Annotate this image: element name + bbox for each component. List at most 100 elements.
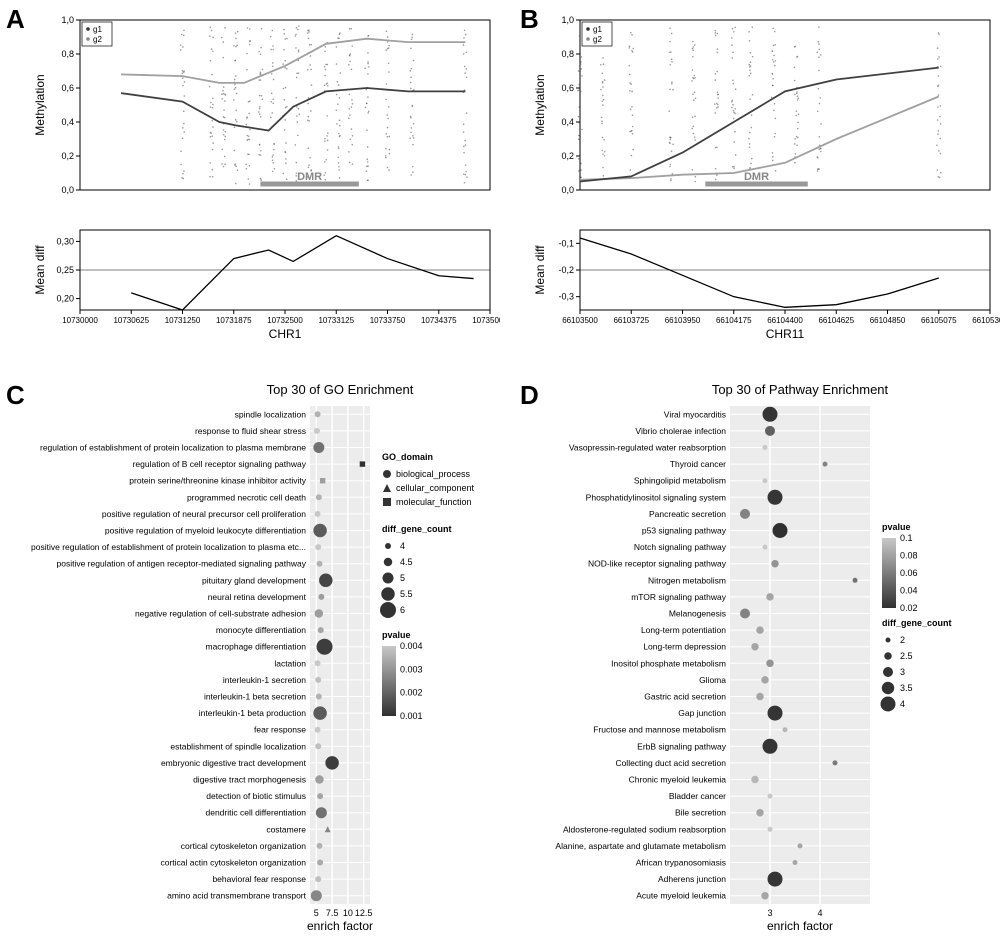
svg-text:NOD-like receptor signaling pa: NOD-like receptor signaling pathway	[588, 559, 727, 569]
svg-text:5.5: 5.5	[400, 589, 413, 599]
svg-text:Aldosterone-regulated sodium r: Aldosterone-regulated sodium reabsorptio…	[563, 824, 726, 834]
svg-text:Fructose and mannose metabolis: Fructose and mannose metabolism	[593, 725, 726, 735]
svg-text:g1: g1	[93, 25, 102, 34]
svg-text:-0,1: -0,1	[558, 238, 574, 248]
svg-text:5: 5	[314, 908, 319, 918]
svg-text:amino acid transmembrane trans: amino acid transmembrane transport	[167, 891, 307, 901]
svg-text:Chronic myeloid leukemia: Chronic myeloid leukemia	[629, 775, 727, 785]
svg-text:Acute myeloid leukemia: Acute myeloid leukemia	[636, 891, 726, 901]
svg-text:10732500: 10732500	[267, 316, 303, 325]
svg-text:pituitary gland development: pituitary gland development	[202, 575, 307, 585]
svg-text:4: 4	[900, 699, 905, 709]
svg-text:regulation of B cell receptor: regulation of B cell receptor signaling …	[133, 459, 307, 469]
svg-text:Nitrogen metabolism: Nitrogen metabolism	[648, 575, 726, 585]
svg-text:Gap junction: Gap junction	[678, 708, 726, 718]
svg-text:-0,2: -0,2	[558, 265, 574, 275]
panel-c-chart: Top 30 of GO Enrichment 5 7.5 1012.5enrich …	[0, 380, 500, 940]
svg-text:5: 5	[400, 573, 405, 583]
svg-text:0.1: 0.1	[900, 533, 913, 543]
svg-text:12.5: 12.5	[355, 908, 373, 918]
svg-text:66105300: 66105300	[972, 316, 1000, 325]
svg-text:regulation of establishment of: regulation of establishment of protein l…	[40, 443, 306, 453]
svg-text:neural retina development: neural retina development	[208, 592, 307, 602]
svg-text:6: 6	[400, 605, 405, 615]
svg-text:4: 4	[400, 541, 405, 551]
svg-text:0,30: 0,30	[56, 236, 74, 246]
panel-d-chart: Top 30 of Pathway Enrichment34enrich fac…	[500, 380, 1000, 940]
svg-text:1,0: 1,0	[561, 15, 574, 25]
svg-text:-0,3: -0,3	[558, 292, 574, 302]
svg-text:enrich factor: enrich factor	[307, 919, 373, 933]
svg-text:0,20: 0,20	[56, 294, 74, 304]
svg-text:positive regulation of establi: positive regulation of establishment of …	[31, 542, 306, 552]
svg-text:10733125: 10733125	[318, 316, 354, 325]
svg-text:Collecting duct acid secretion: Collecting duct acid secretion	[615, 758, 726, 768]
svg-text:0,4: 0,4	[61, 117, 74, 127]
svg-text:Top 30 of Pathway Enrichment: Top 30 of Pathway Enrichment	[712, 382, 889, 397]
svg-text:g2: g2	[593, 35, 602, 44]
svg-text:protein serine/threonine kinas: protein serine/threonine kinase inhibito…	[129, 476, 306, 486]
svg-text:0,6: 0,6	[561, 83, 574, 93]
svg-text:GO_domain: GO_domain	[382, 452, 433, 462]
svg-text:lactation: lactation	[274, 658, 306, 668]
svg-text:pvalue: pvalue	[882, 522, 911, 532]
panel-b-chart: 0,00,20,40,60,81,0MethylationDMRg1g2-0,3…	[530, 10, 1000, 370]
svg-text:10735000: 10735000	[472, 316, 500, 325]
svg-text:10: 10	[343, 908, 353, 918]
svg-text:CHR11: CHR11	[766, 327, 805, 341]
svg-text:positive regulation of myeloid: positive regulation of myeloid leukocyte…	[105, 526, 306, 536]
svg-text:monocyte differentiation: monocyte differentiation	[216, 625, 306, 635]
svg-text:0.004: 0.004	[400, 641, 423, 651]
svg-text:0.08: 0.08	[900, 551, 918, 561]
svg-text:7.5: 7.5	[326, 908, 339, 918]
svg-text:Methylation: Methylation	[33, 74, 47, 135]
svg-text:biological_process: biological_process	[396, 469, 471, 479]
svg-text:0.06: 0.06	[900, 568, 918, 578]
svg-text:interleukin-1 beta production: interleukin-1 beta production	[199, 708, 307, 718]
svg-text:3.5: 3.5	[900, 683, 913, 693]
svg-text:diff_gene_count: diff_gene_count	[382, 524, 452, 534]
svg-text:66104175: 66104175	[716, 316, 752, 325]
svg-text:0.001: 0.001	[400, 711, 423, 721]
svg-text:interleukin-1 beta secretion: interleukin-1 beta secretion	[204, 692, 306, 702]
svg-text:DMR: DMR	[297, 171, 322, 183]
svg-text:mTOR signaling pathway: mTOR signaling pathway	[631, 592, 727, 602]
svg-text:Bladder cancer: Bladder cancer	[669, 791, 726, 801]
svg-text:pvalue: pvalue	[382, 630, 411, 640]
svg-text:2.5: 2.5	[900, 651, 913, 661]
svg-text:Top 30 of GO Enrichment: Top 30 of GO Enrichment	[267, 382, 414, 397]
svg-text:fear response: fear response	[254, 725, 306, 735]
svg-text:Bile secretion: Bile secretion	[675, 808, 726, 818]
svg-text:Methylation: Methylation	[533, 74, 547, 135]
svg-text:66104850: 66104850	[870, 316, 906, 325]
svg-text:Melanogenesis: Melanogenesis	[669, 609, 726, 619]
svg-text:ErbB signaling pathway: ErbB signaling pathway	[637, 741, 727, 751]
svg-text:Long-term depression: Long-term depression	[643, 642, 726, 652]
svg-text:4.5: 4.5	[400, 557, 413, 567]
svg-text:embryonic digestive tract deve: embryonic digestive tract development	[161, 758, 307, 768]
svg-text:detection of biotic stimulus: detection of biotic stimulus	[206, 791, 306, 801]
svg-text:digestive tract morphogenesis: digestive tract morphogenesis	[193, 775, 306, 785]
svg-text:0.003: 0.003	[400, 664, 423, 674]
svg-text:0.002: 0.002	[400, 688, 423, 698]
svg-text:dendritic cell differentiation: dendritic cell differentiation	[206, 808, 307, 818]
svg-text:molecular_function: molecular_function	[396, 497, 472, 507]
svg-text:establishment of spindle local: establishment of spindle localization	[170, 741, 306, 751]
svg-text:66104625: 66104625	[818, 316, 854, 325]
svg-text:g1: g1	[593, 25, 602, 34]
svg-text:p53 signaling pathway: p53 signaling pathway	[642, 526, 727, 536]
svg-text:10731250: 10731250	[165, 316, 201, 325]
svg-text:10733750: 10733750	[370, 316, 406, 325]
svg-text:0,0: 0,0	[561, 185, 574, 195]
svg-text:Thyroid cancer: Thyroid cancer	[670, 459, 726, 469]
svg-text:enrich factor: enrich factor	[767, 919, 833, 933]
svg-text:Notch signaling pathway: Notch signaling pathway	[634, 542, 727, 552]
svg-text:Inositol phosphate metabolism: Inositol phosphate metabolism	[611, 658, 726, 668]
svg-text:Sphingolipid metabolism: Sphingolipid metabolism	[634, 476, 726, 486]
svg-text:response to fluid shear stress: response to fluid shear stress	[195, 426, 306, 436]
svg-text:3: 3	[767, 908, 772, 918]
svg-text:DMR: DMR	[744, 171, 769, 183]
svg-text:0,4: 0,4	[561, 117, 574, 127]
svg-text:4: 4	[817, 908, 822, 918]
svg-text:Pancreatic secretion: Pancreatic secretion	[649, 509, 726, 519]
